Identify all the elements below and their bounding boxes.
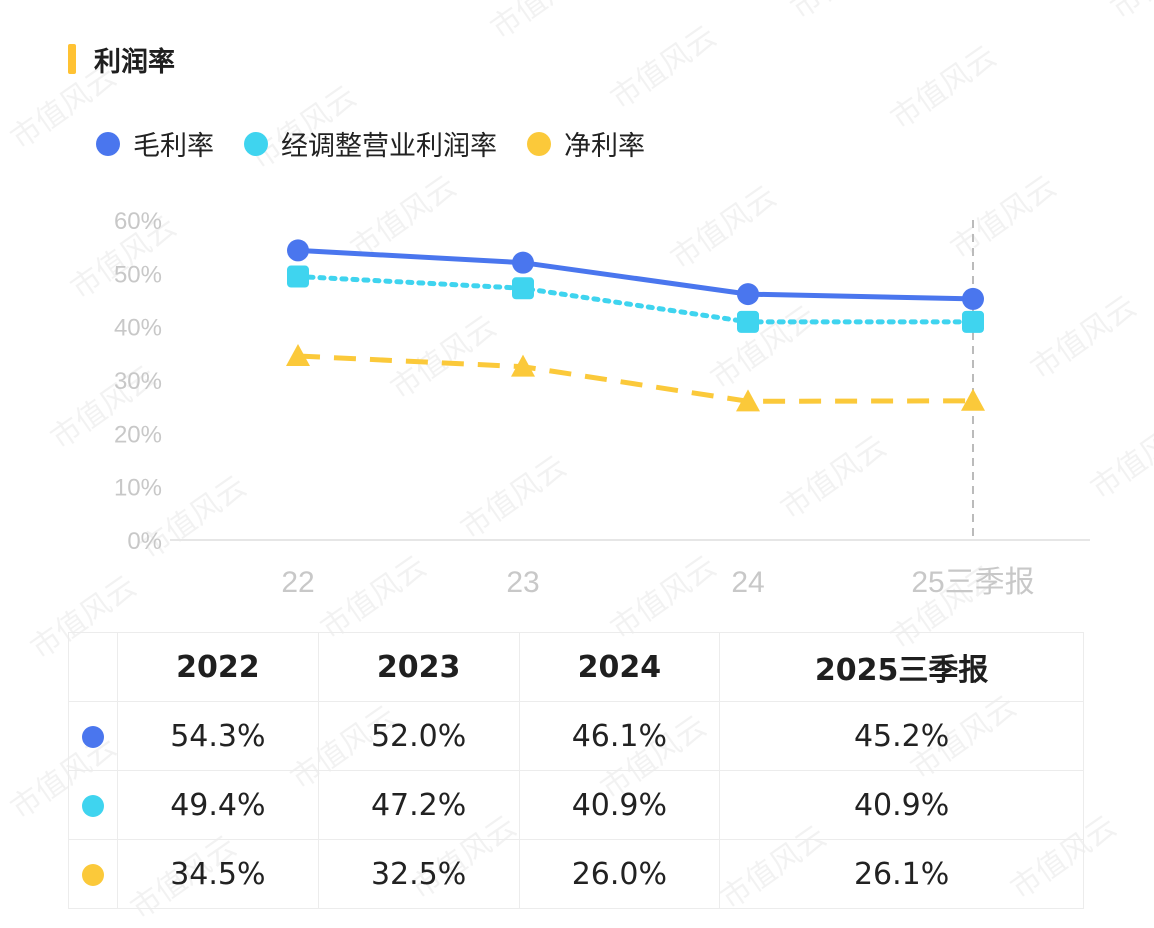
series-line (295, 274, 976, 325)
table-cell: 34.5% (117, 839, 319, 909)
page-title: 利润率 (94, 46, 175, 78)
y-tick-label: 20% (114, 421, 162, 448)
data-point (962, 287, 984, 310)
y-tick-label: 10% (114, 475, 162, 502)
data-point (512, 277, 534, 300)
y-tick-label: 60% (114, 208, 162, 235)
table-row: 54.3% 52.0% 46.1% 45.2% (68, 701, 1084, 771)
table-cell: 26.0% (518, 839, 721, 909)
table-cell: 45.2% (719, 701, 1084, 771)
table-corner-cell (68, 632, 118, 702)
data-point (511, 354, 535, 377)
data-point (287, 265, 309, 288)
line-chart: 0% 10% 20% 30% 40% 50% 60% 22 23 24 25三季报 (114, 208, 1090, 599)
legend-dot (244, 131, 268, 156)
table-cell: 47.2% (317, 770, 520, 840)
table-cell: 26.1% (719, 839, 1084, 909)
table-cell: 40.9% (518, 770, 721, 840)
legend-label: 净利率 (564, 131, 645, 162)
table-cell: 46.1% (518, 701, 721, 771)
table-cell: 54.3% (117, 701, 319, 771)
chart-legend: 毛利率 经调整营业利润率 净利率 (96, 124, 675, 163)
watermark-text: 市值风云 (885, 39, 1003, 136)
table-header-cell: 2022 (117, 632, 319, 702)
watermark-text: 市值风云 (785, 0, 903, 27)
row-swatch-cell (68, 839, 118, 909)
legend-item-net-margin: 净利率 (527, 124, 645, 163)
table-row: 34.5% 32.5% 26.0% 26.1% (68, 839, 1084, 909)
table-header-row: 2022 2023 2024 2025三季报 (68, 632, 1084, 702)
table-header-cell: 2023 (317, 632, 520, 702)
x-tick-label: 23 (506, 566, 539, 599)
table-header-cell: 2025三季报 (719, 632, 1084, 702)
legend-label: 经调整营业利润率 (281, 131, 497, 162)
legend-item-adjusted-operating-margin: 经调整营业利润率 (244, 124, 497, 163)
data-point (962, 310, 984, 333)
y-tick-label: 50% (114, 261, 162, 288)
data-point (286, 344, 310, 366)
row-color-dot (82, 864, 104, 886)
row-color-dot (82, 726, 104, 748)
x-tick-label: 25三季报 (911, 566, 1034, 599)
table-cell: 52.0% (317, 701, 520, 771)
legend-label: 毛利率 (133, 131, 214, 162)
y-tick-label: 30% (114, 368, 162, 395)
row-color-dot (82, 795, 104, 817)
table-cell: 40.9% (719, 770, 1084, 840)
series-line (297, 247, 974, 302)
series-line (297, 353, 974, 404)
section-header: 利润率 (68, 44, 175, 78)
watermark-text: 市值风云 (485, 0, 603, 47)
data-point (287, 239, 309, 262)
table-cell: 32.5% (317, 839, 520, 909)
y-tick-label: 40% (114, 315, 162, 342)
data-point (961, 388, 985, 411)
title-accent-bar (68, 44, 76, 74)
row-swatch-cell (68, 770, 118, 840)
watermark-text: 市值风云 (605, 19, 723, 116)
data-point (737, 310, 759, 333)
watermark-text: 市值风云 (1105, 0, 1154, 27)
row-swatch-cell (68, 701, 118, 771)
y-tick-label: 0% (127, 528, 162, 555)
data-point (736, 389, 760, 412)
legend-dot (527, 131, 551, 156)
table-row: 49.4% 47.2% 40.9% 40.9% (68, 770, 1084, 840)
table-header-cell: 2024 (518, 632, 721, 702)
x-tick-label: 24 (731, 566, 764, 599)
table-cell: 49.4% (117, 770, 319, 840)
data-point (737, 283, 759, 306)
legend-item-gross-margin: 毛利率 (96, 124, 214, 163)
data-point (512, 251, 534, 274)
data-table: 2022 2023 2024 2025三季报 54.3% 52.0% 46.1%… (68, 632, 1084, 909)
legend-dot (96, 131, 120, 156)
x-tick-label: 22 (281, 566, 314, 599)
